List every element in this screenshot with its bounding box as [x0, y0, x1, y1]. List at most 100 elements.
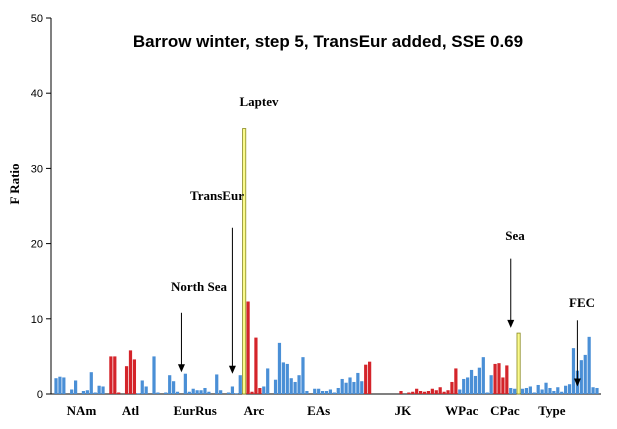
- group-label: EAs: [307, 403, 330, 418]
- annotations: North Sea TransEur Laptev Sea FEC: [171, 94, 595, 387]
- bar: [442, 391, 446, 394]
- bar: [438, 387, 442, 394]
- arrowhead-icon: [177, 364, 185, 373]
- annotation-label: Laptev: [240, 94, 280, 109]
- bar: [360, 381, 364, 394]
- bar: [97, 385, 101, 394]
- bar: [520, 388, 525, 394]
- bar: [505, 365, 509, 394]
- bar: [285, 363, 289, 394]
- bar: [446, 390, 450, 394]
- bar: [156, 392, 160, 394]
- group-label: NAm: [67, 403, 97, 418]
- bar: [411, 391, 415, 394]
- bar: [164, 392, 168, 394]
- bar: [544, 382, 548, 394]
- bar: [481, 357, 485, 394]
- bar: [536, 384, 540, 394]
- bar: [364, 364, 368, 394]
- bar: [454, 368, 458, 394]
- y-tick-label: 0: [37, 389, 43, 401]
- bar: [509, 387, 513, 394]
- bar: [567, 384, 572, 394]
- bar: [368, 361, 372, 394]
- bar: [89, 372, 93, 394]
- group-label: EurRus: [173, 403, 216, 418]
- y-tick-label: 30: [31, 163, 43, 175]
- bar: [144, 386, 148, 394]
- annotation-label: FEC: [569, 295, 595, 310]
- bar: [242, 128, 247, 395]
- bar: [301, 357, 305, 394]
- arrowhead-icon: [507, 319, 515, 328]
- y-tick-label: 50: [31, 13, 43, 25]
- bar: [591, 387, 595, 394]
- bar: [226, 392, 231, 394]
- bars: [54, 128, 599, 395]
- bar: [73, 380, 78, 394]
- group-label: Arc: [244, 403, 265, 418]
- bar: [426, 390, 431, 394]
- bar: [207, 391, 211, 394]
- bar: [250, 391, 254, 394]
- y-axis-label: F Ratio: [7, 163, 22, 204]
- bar: [199, 390, 203, 394]
- bar: [462, 378, 466, 394]
- y-ticks: 0 10 20 30 40 50: [31, 13, 51, 401]
- bar: [187, 391, 191, 394]
- bar: [434, 390, 438, 394]
- bar: [262, 386, 266, 394]
- bar: [215, 374, 219, 394]
- bar: [305, 390, 309, 394]
- bar: [258, 387, 262, 394]
- bar: [219, 390, 223, 394]
- bar: [117, 392, 121, 394]
- bar: [320, 390, 325, 394]
- bar: [458, 389, 462, 394]
- bar: [340, 378, 344, 394]
- annotation-label: North Sea: [171, 279, 227, 294]
- bar: [54, 378, 58, 394]
- bar: [532, 392, 536, 394]
- bar: [230, 386, 235, 394]
- bar: [497, 363, 501, 394]
- bar: [281, 362, 285, 394]
- bar: [473, 375, 478, 394]
- bar: [254, 337, 258, 394]
- bar: [238, 375, 242, 394]
- bar: [191, 388, 195, 394]
- bar: [101, 386, 105, 394]
- bar: [81, 390, 86, 394]
- bar: [297, 375, 301, 394]
- bar: [587, 336, 591, 394]
- bar: [289, 378, 293, 394]
- bar: [313, 388, 317, 394]
- y-tick-label: 40: [31, 88, 43, 100]
- bar: [58, 376, 62, 394]
- bar: [168, 375, 172, 394]
- bar: [332, 392, 336, 394]
- bar: [540, 389, 544, 394]
- bar: [552, 390, 556, 394]
- bar: [175, 391, 180, 394]
- group-label: Atl: [122, 403, 140, 418]
- bar: [422, 391, 427, 394]
- bar: [328, 389, 333, 394]
- bar: [246, 301, 250, 394]
- group-label: JK: [395, 403, 413, 418]
- bar: [93, 392, 97, 394]
- bar: [195, 390, 199, 394]
- bar: [356, 372, 360, 394]
- bar: [109, 356, 113, 394]
- bar: [132, 359, 137, 394]
- group-labels: NAm Atl EurRus Arc EAs JK WPac CPac Type: [67, 403, 566, 418]
- bar: [524, 387, 529, 394]
- bar: [113, 356, 117, 394]
- bar: [352, 381, 356, 394]
- bar: [595, 387, 599, 394]
- bar: [564, 385, 568, 394]
- bar: [183, 373, 187, 394]
- bar: [62, 377, 66, 394]
- bar: [548, 387, 552, 394]
